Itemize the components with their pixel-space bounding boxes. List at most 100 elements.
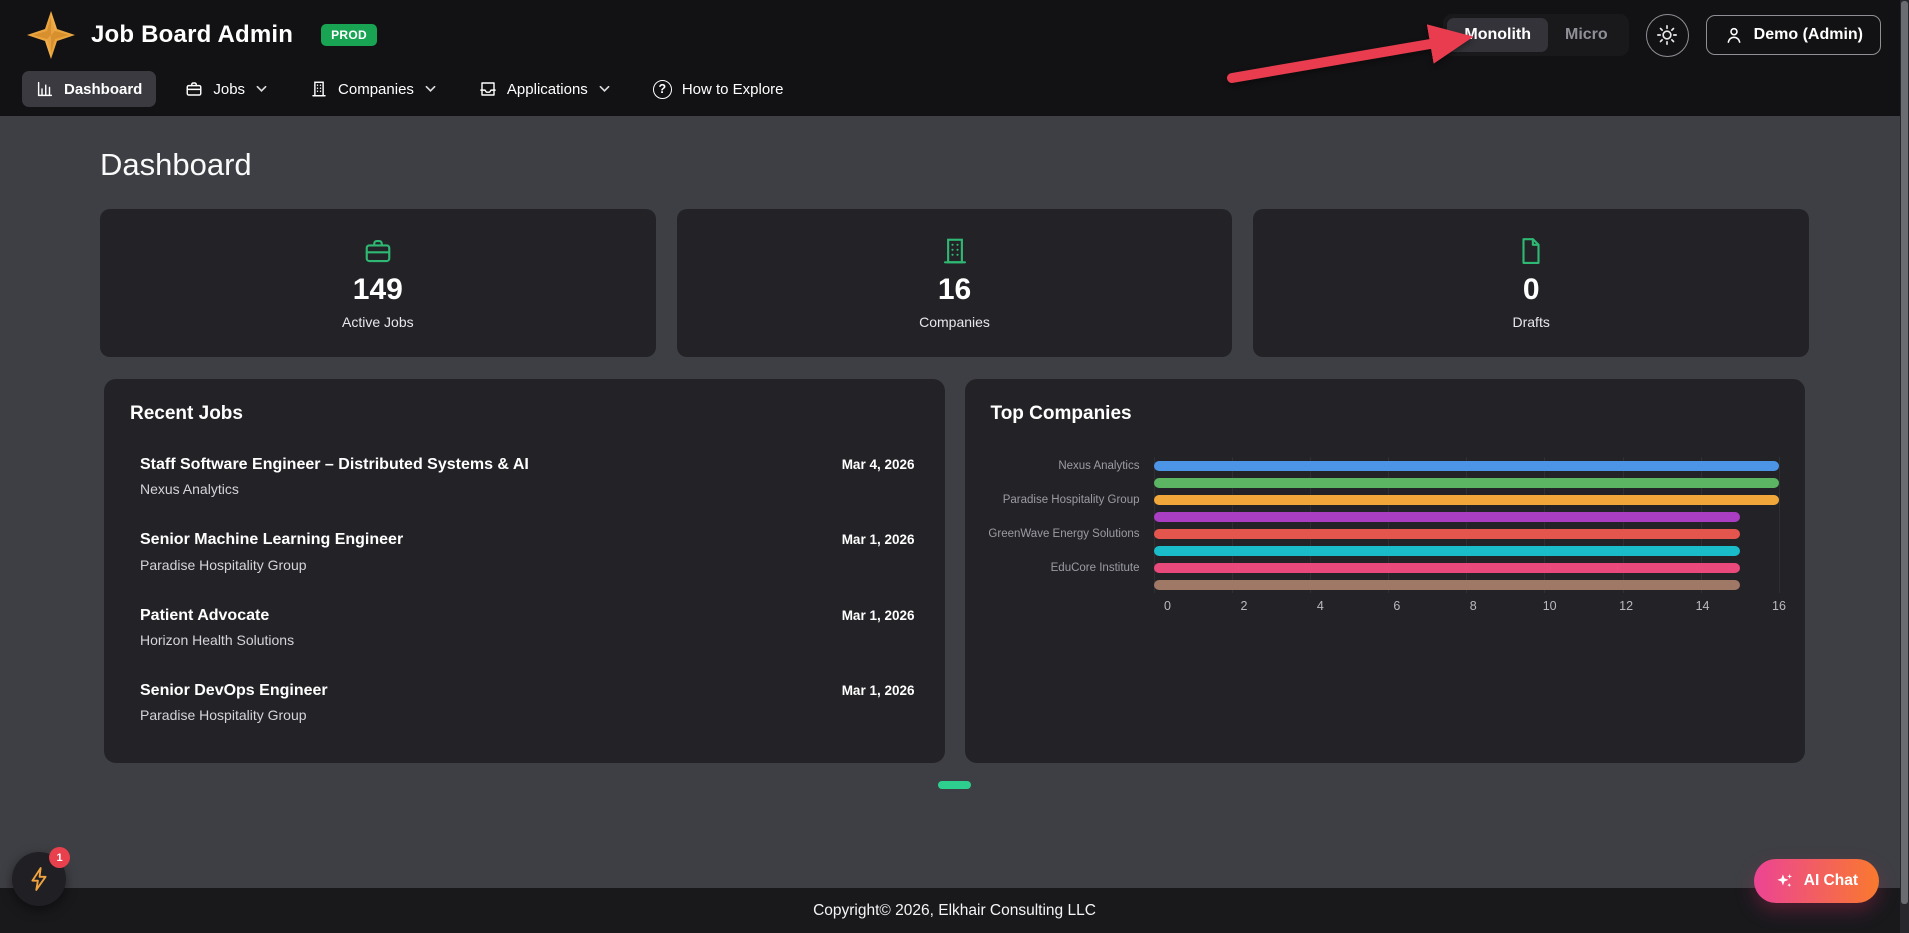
chart-category-label: EduCore Institute [1050,561,1140,574]
stat-label: Companies [919,314,990,331]
scrollbar-thumb[interactable] [1901,1,1908,904]
chart-bar [1153,528,1740,539]
chart-bar [1153,545,1740,556]
nav-item-jobs[interactable]: Jobs [171,71,281,107]
recent-jobs-title: Recent Jobs [130,403,243,425]
axis-tick-label: 12 [1619,599,1634,614]
axis-tick-label: 16 [1772,599,1786,614]
stat-card-companies: 16 Companies [676,209,1233,358]
ai-chat-label: AI Chat [1803,872,1858,889]
stat-card-drafts: 0 Drafts [1253,209,1810,358]
axis-tick-label: 10 [1542,599,1557,614]
job-list-item[interactable]: Patient Advocate Horizon Health Solution… [130,606,919,648]
app-title: Job Board Admin [91,21,294,48]
job-date: Mar 1, 2026 [841,682,915,698]
inbox-icon [479,80,497,98]
ai-chat-button[interactable]: AI Chat [1753,859,1879,903]
axis-tick-label: 8 [1469,599,1477,614]
stat-value: 0 [1522,273,1540,307]
chart-bar [1153,562,1740,573]
briefcase-icon [185,80,203,98]
chart-gridline [1779,457,1780,594]
job-list-item[interactable]: Staff Software Engineer – Distributed Sy… [130,455,919,497]
top-companies-panel: Top Companies Nexus Analytics Paradise Ho… [964,379,1805,764]
app-logo-icon [26,10,76,60]
stats-row: 149 Active Jobs 16 Companies [100,209,1810,358]
nav-label: Jobs [213,80,246,98]
chart-gridline [1622,457,1624,594]
chart-gridline [1388,457,1390,594]
job-list-item[interactable]: Senior DevOps Engineer Paradise Hospital… [130,681,919,723]
top-companies-chart: Nexus Analytics Paradise Hospitality Grou… [988,457,1786,619]
nav-label: How to Explore [681,80,784,98]
chart-x-axis: 0 2 4 6 8 10 12 14 16 [1164,599,1786,619]
env-badge: PROD [321,24,377,46]
user-button-label: Demo (Admin) [1753,26,1863,43]
job-title: Senior Machine Learning Engineer [140,531,404,549]
sun-icon [1656,24,1678,46]
toggle-micro[interactable]: Micro [1565,26,1608,43]
header-top-row: Job Board Admin PROD Monolith Micro [0,0,1909,64]
nav-item-applications[interactable]: Applications [465,71,624,107]
briefcase-icon [363,236,393,266]
nav-label: Applications [506,80,588,98]
job-company: Paradise Hospitality Group [140,556,307,573]
user-account-button[interactable]: Demo (Admin) [1705,15,1881,55]
file-icon [1516,236,1546,266]
chart-category-label: Nexus Analytics [1058,459,1140,472]
bar-chart-icon [36,80,54,98]
sparkles-icon [1775,872,1794,891]
notifications-fab[interactable]: 1 [12,847,70,906]
nav-item-how-to-explore[interactable]: ? How to Explore [639,71,798,108]
nav-item-dashboard[interactable]: Dashboard [22,71,157,107]
chevron-down-icon [256,85,267,93]
nav-label: Companies [338,80,414,98]
axis-tick-label: 4 [1316,599,1324,614]
chart-bar [1153,460,1779,471]
chart-category-label [991,542,1140,559]
stat-value: 16 [937,273,972,307]
job-date: Mar 1, 2026 [841,607,915,623]
theme-toggle-button[interactable] [1645,13,1689,57]
chart-category-labels: Nexus Analytics Paradise Hospitality Grou… [988,457,1154,593]
job-company: Horizon Health Solutions [140,631,295,648]
top-companies-title: Top Companies [990,403,1132,425]
brand-link[interactable]: Job Board Admin PROD [26,10,377,60]
job-title: Senior DevOps Engineer [140,681,328,699]
nav-label: Dashboard [64,80,143,98]
lightning-bolt-icon [28,867,50,891]
axis-tick-label: 6 [1393,599,1401,614]
carousel-indicator[interactable] [938,781,971,790]
chart-bar [1153,579,1740,590]
chevron-down-icon [425,85,436,93]
chart-bar [1153,494,1779,505]
stat-card-active-jobs: 149 Active Jobs [100,209,656,358]
chart-gridline [1466,457,1468,594]
chart-category-label: GreenWave Energy Solutions [988,527,1140,540]
building-icon [310,80,328,98]
chart-gridline [1544,457,1546,594]
copyright-text: Copyright© 2026, Elkhair Consulting LLC [813,901,1096,919]
page-title: Dashboard [100,147,252,182]
header-right-controls: Monolith Micro [1443,13,1881,57]
panels-row: Recent Jobs Staff Software Engineer – Di… [104,379,1805,764]
axis-tick-label: 14 [1695,599,1710,614]
axis-tick-label: 0 [1164,599,1171,614]
job-date: Mar 4, 2026 [841,457,915,473]
main-nav: Dashboard Jobs [0,64,1909,112]
stat-label: Active Jobs [342,314,414,331]
chart-category-label [991,474,1140,491]
chart-category-label [991,508,1140,525]
notification-badge: 1 [49,847,70,868]
building-icon [940,236,970,266]
job-list-item[interactable]: Senior Machine Learning Engineer Paradis… [130,530,919,572]
job-date: Mar 1, 2026 [841,532,915,548]
stat-value: 149 [352,273,403,307]
nav-item-companies[interactable]: Companies [296,71,450,107]
toggle-monolith[interactable]: Monolith [1447,18,1548,52]
chart-plot-area [1153,457,1780,594]
chart-category-label [991,576,1140,593]
job-title: Staff Software Engineer – Distributed Sy… [140,456,529,474]
chart-category-label: Paradise Hospitality Group [1002,493,1140,506]
job-company: Paradise Hospitality Group [140,706,307,723]
